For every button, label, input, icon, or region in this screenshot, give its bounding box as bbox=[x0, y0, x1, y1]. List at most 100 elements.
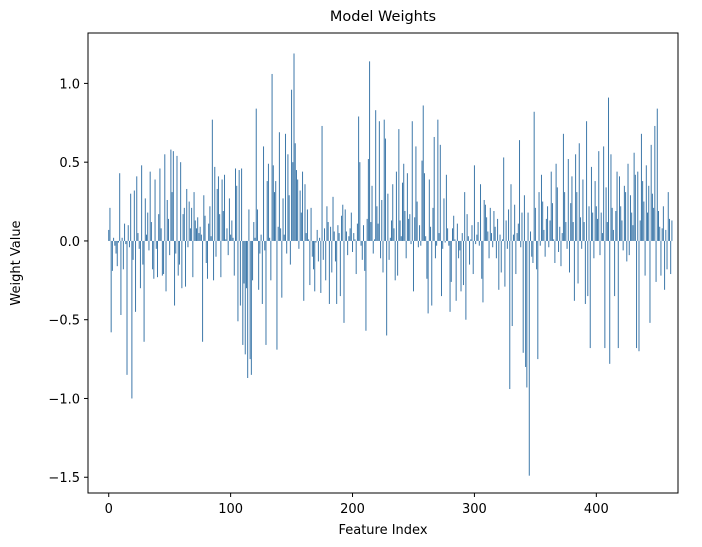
bar bbox=[556, 187, 558, 241]
bar bbox=[114, 240, 116, 246]
bar bbox=[354, 239, 356, 241]
bar bbox=[174, 240, 176, 306]
bar bbox=[291, 89, 293, 241]
bar bbox=[558, 240, 560, 252]
bar bbox=[612, 229, 614, 241]
bar bbox=[587, 240, 589, 297]
bar bbox=[220, 240, 222, 278]
bar bbox=[243, 240, 245, 284]
bar bbox=[249, 240, 251, 360]
bar bbox=[139, 240, 141, 289]
bar bbox=[437, 119, 439, 241]
bar bbox=[532, 240, 534, 263]
bar bbox=[654, 125, 656, 241]
bar bbox=[550, 171, 552, 241]
bar bbox=[661, 228, 663, 241]
bar bbox=[177, 240, 179, 276]
bar bbox=[200, 234, 202, 241]
bar bbox=[565, 222, 567, 241]
bar bbox=[277, 226, 279, 241]
bar bbox=[561, 233, 563, 241]
bar bbox=[380, 240, 382, 259]
bar bbox=[326, 206, 328, 241]
bar bbox=[309, 240, 311, 286]
bar bbox=[393, 228, 395, 241]
bar bbox=[254, 237, 256, 241]
bar bbox=[276, 240, 278, 350]
bar bbox=[570, 203, 572, 241]
bar bbox=[590, 166, 592, 241]
bar bbox=[126, 240, 128, 375]
bar bbox=[542, 201, 544, 241]
bar bbox=[428, 179, 430, 241]
bar bbox=[545, 218, 547, 241]
bar bbox=[472, 240, 474, 275]
bar bbox=[328, 240, 330, 304]
bar bbox=[644, 240, 646, 276]
bar bbox=[392, 184, 394, 241]
bar bbox=[560, 240, 562, 267]
bar bbox=[626, 240, 628, 262]
bar bbox=[258, 240, 260, 290]
bar bbox=[311, 240, 313, 257]
bar bbox=[670, 240, 672, 275]
bar bbox=[138, 240, 140, 249]
bar bbox=[614, 240, 616, 297]
bar bbox=[414, 217, 416, 241]
bar bbox=[259, 240, 261, 254]
bar bbox=[487, 231, 489, 241]
bar bbox=[213, 240, 215, 281]
bar bbox=[248, 209, 250, 241]
bar bbox=[334, 240, 336, 262]
bar bbox=[316, 229, 318, 241]
bar bbox=[327, 222, 329, 241]
bar bbox=[282, 198, 284, 241]
bar bbox=[336, 240, 338, 304]
bar bbox=[196, 228, 197, 241]
bar bbox=[216, 188, 218, 241]
bar bbox=[215, 240, 217, 257]
bar bbox=[260, 234, 262, 241]
bar bbox=[143, 240, 145, 342]
chart-title: Model Weights bbox=[330, 9, 436, 25]
bar bbox=[124, 223, 126, 241]
bar bbox=[315, 240, 317, 243]
bar bbox=[433, 136, 435, 241]
bar bbox=[192, 240, 194, 278]
bar bbox=[540, 174, 542, 241]
bar bbox=[554, 240, 556, 263]
bar bbox=[395, 171, 397, 241]
bar bbox=[131, 240, 133, 399]
bar bbox=[272, 165, 274, 241]
bar bbox=[227, 240, 229, 256]
bar bbox=[500, 240, 502, 273]
bar bbox=[274, 192, 275, 241]
y-tick-label: 0.0 bbox=[59, 235, 80, 250]
bar bbox=[522, 240, 524, 353]
bar bbox=[160, 228, 162, 241]
bar bbox=[562, 133, 564, 241]
bar bbox=[398, 129, 400, 241]
bar bbox=[538, 192, 540, 241]
bar bbox=[224, 174, 226, 241]
bar bbox=[125, 240, 127, 245]
bar bbox=[161, 240, 163, 276]
bar bbox=[436, 240, 438, 246]
bar bbox=[178, 240, 180, 265]
bar bbox=[543, 229, 545, 241]
bar bbox=[120, 240, 122, 315]
bar bbox=[425, 236, 427, 241]
bar bbox=[337, 225, 339, 241]
bar bbox=[579, 217, 581, 241]
bar bbox=[427, 240, 429, 314]
bar bbox=[456, 223, 458, 241]
bar bbox=[211, 119, 213, 241]
bar bbox=[482, 240, 484, 303]
bar bbox=[573, 240, 575, 301]
bar bbox=[128, 240, 130, 248]
bar bbox=[477, 222, 479, 241]
bar bbox=[217, 176, 219, 241]
bar bbox=[356, 223, 358, 241]
y-tick-label: −0.5 bbox=[48, 314, 80, 329]
